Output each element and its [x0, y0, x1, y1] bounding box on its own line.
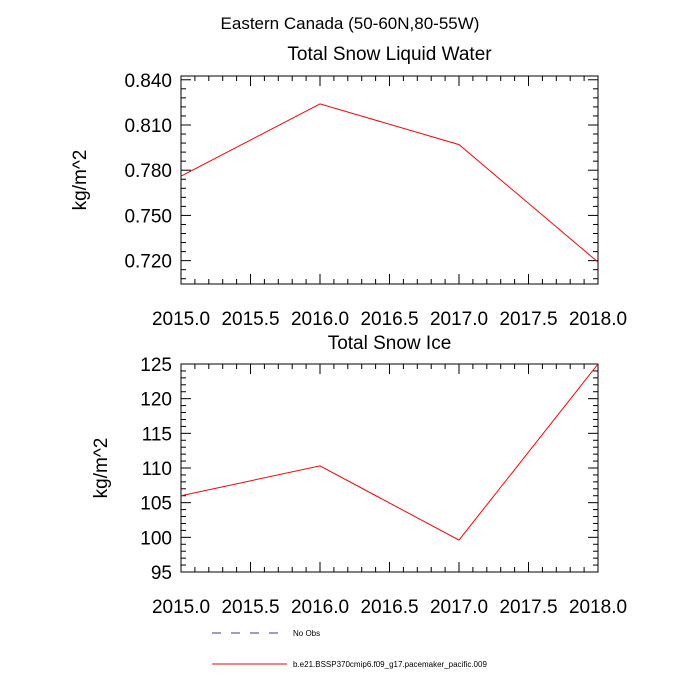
y-axis-label: kg/m^2: [91, 438, 112, 499]
y-tick-label: 125: [140, 355, 172, 376]
plot-frame: [180, 75, 599, 285]
panel-1: Total Snow Liquid Water kg/m^2 2015.0 2015.…: [70, 44, 627, 330]
x-tick-label: 2015.5: [221, 597, 279, 618]
x-tick-label: 2017.0: [430, 597, 488, 618]
panel-2: Total Snow Ice kg/m^2 2015.0 2015.5 2016.0 20…: [91, 333, 627, 618]
x-tick-label: 2017.5: [499, 597, 557, 618]
y-tick-label: 0.810: [124, 116, 172, 137]
x-tick-label: 2015.5: [221, 309, 279, 330]
y-tick-label: 0.780: [124, 161, 172, 182]
y-tick-label: 105: [140, 494, 172, 515]
legend-label-1: No Obs: [293, 629, 320, 638]
chart-panels: Total Snow Liquid Water kg/m^2 2015.0 2015.…: [70, 44, 627, 618]
x-tick-label: 2018.0: [569, 597, 627, 618]
legend-label-2: b.e21.BSSP370cmip6.f09_g17.pacemaker_pac…: [293, 660, 487, 669]
y-tick-label: 0.720: [124, 252, 172, 273]
figure-suptitle: Eastern Canada (50-60N,80-55W): [221, 14, 480, 33]
y-tick-label: 120: [140, 390, 172, 411]
x-tick-label: 2017.5: [499, 309, 557, 330]
plot-frame: [180, 363, 599, 573]
series-line: [180, 363, 599, 541]
panel-title: Total Snow Liquid Water: [287, 44, 492, 65]
x-tick-label: 2015.0: [152, 597, 210, 618]
y-tick-label: 0.750: [124, 206, 172, 227]
y-tick-label: 115: [142, 424, 172, 445]
x-tick-label: 2016.5: [360, 597, 418, 618]
x-tick-label: 2016.5: [360, 309, 418, 330]
x-tick-label: 2016.0: [291, 597, 349, 618]
legend: No Obs b.e21.BSSP370cmip6.f09_g17.pacemak…: [212, 629, 487, 669]
series-line: [180, 103, 599, 263]
x-tick-label: 2016.0: [291, 309, 349, 330]
y-tick-label: 100: [140, 528, 172, 549]
panel-title: Total Snow Ice: [328, 333, 452, 354]
y-tick-label: 0.840: [124, 71, 172, 92]
x-tick-label: 2015.0: [152, 309, 210, 330]
y-tick-label: 110: [142, 459, 172, 480]
x-tick-label: 2018.0: [569, 309, 627, 330]
x-tick-label: 2017.0: [430, 309, 488, 330]
y-tick-label: 95: [151, 563, 172, 584]
y-axis-label: kg/m^2: [70, 150, 91, 211]
